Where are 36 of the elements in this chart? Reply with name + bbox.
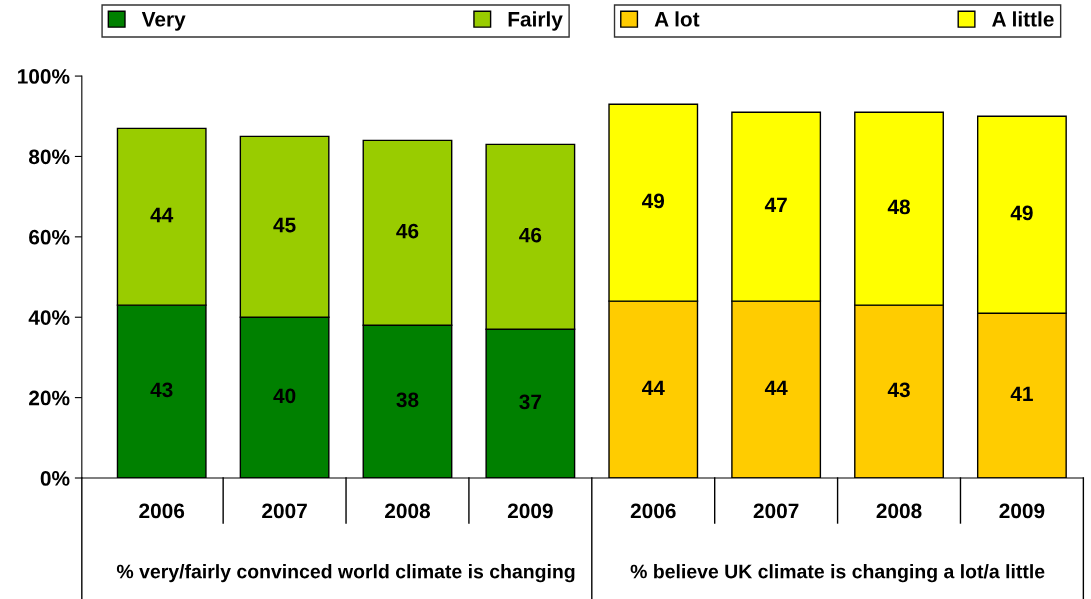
- data-label: 43: [150, 382, 173, 398]
- legend-label: Fairly: [508, 11, 563, 31]
- data-label: 49: [1010, 205, 1033, 221]
- data-label: 43: [887, 382, 910, 398]
- y-tick-label: 0%: [40, 471, 70, 486]
- x-tick-label: 2007: [262, 503, 307, 519]
- y-tick-label: 60%: [29, 229, 70, 245]
- legend-label: Very: [141, 12, 186, 31]
- data-label: 47: [764, 197, 787, 213]
- legend-label: A little: [992, 11, 1054, 27]
- data-label: 44: [641, 380, 665, 395]
- text: % very/fairly convinced world climate is changing: [116, 564, 575, 583]
- legend-label: A lot: [654, 11, 700, 27]
- x-tick-label: 2006: [139, 503, 185, 519]
- data-label: 38: [396, 392, 419, 408]
- data-label: 46: [396, 223, 419, 239]
- data-label: 49: [641, 193, 665, 209]
- data-label: 44: [150, 207, 174, 223]
- data-label: 41: [1010, 386, 1033, 401]
- x-tick-label: 2008: [385, 503, 431, 519]
- y-tick-label: 40%: [28, 310, 70, 325]
- y-tick-label: 80%: [28, 149, 70, 165]
- y-tick-label: 20%: [29, 390, 70, 406]
- x-tick-label: 2009: [999, 503, 1045, 519]
- x-tick-label: 2009: [507, 503, 553, 519]
- data-label: 46: [519, 227, 542, 243]
- x-tick-label: 2007: [753, 503, 799, 519]
- x-tick-label: 2008: [876, 503, 922, 519]
- data-label: 44: [764, 380, 788, 395]
- x-tick-label: 2006: [630, 503, 676, 519]
- data-label: 45: [273, 217, 296, 233]
- text: % believe UK climate is changing a lot/a little: [630, 564, 1045, 583]
- data-label: 40: [273, 388, 296, 404]
- y-tick-label: 100%: [18, 69, 70, 84]
- data-label: 48: [887, 199, 910, 215]
- data-label: 37: [519, 394, 542, 410]
